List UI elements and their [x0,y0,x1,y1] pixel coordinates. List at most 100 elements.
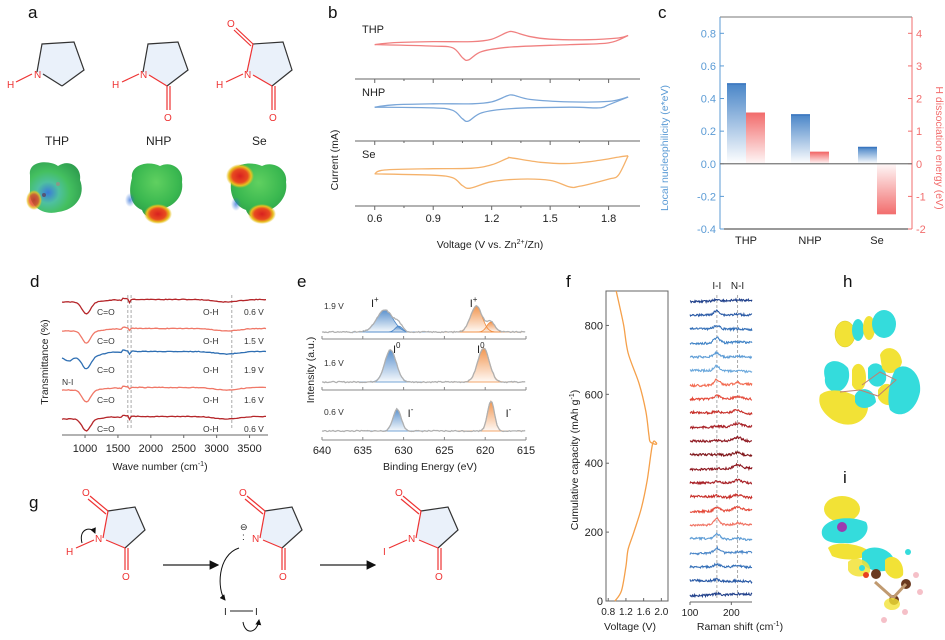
atom-h: H [66,547,73,558]
c-category-label: THP [735,235,757,247]
c-bar-h-dissociation-thp [746,113,765,164]
panel-label-a: a [28,3,38,22]
atom-n: N [244,70,251,81]
atom-o: O [122,572,130,583]
c-left-tick-label: 0.8 [701,28,716,40]
c-right-tick-label: 0 [916,159,922,171]
d-xlabel: Wave number (cm-1) [112,461,207,473]
f-raman-spectrum [689,450,753,458]
cv-curve-nhp-anodic [374,94,629,108]
f-raman-spectrum [689,505,753,515]
d-xtick-label: 3500 [237,443,261,455]
c-bar-nucleophilicity-thp [727,83,746,164]
atom-o-bottom: O [269,113,277,124]
e-species-label: I+ [371,295,379,310]
esp-map-nhp [125,163,183,224]
d-xtick-label: 3000 [204,443,228,455]
e-voltage-label: 0.6 V [324,407,344,417]
f-raman-spectrum [689,545,753,556]
e-xtick-label: 635 [354,445,372,457]
b-xtick-label: 1.5 [542,213,557,225]
panel-h-charge-density [819,310,921,425]
negative-charge: ⊖ [240,522,248,532]
molecule-label-se: Se [252,134,267,148]
e-fit-peak [443,305,508,333]
c-right-tick-label: 4 [916,28,922,40]
intermediate-anion: O O N : ⊖ I I [219,488,303,632]
b-xtick-label: 1.2 [484,213,499,225]
f-raman-spectrum [689,516,753,527]
b-series-label-thp: THP [362,24,384,36]
d-xtick-label: 1000 [73,443,97,455]
c-bar-nucleophilicity-nhp [791,114,810,164]
molecule-label-thp: THP [45,134,69,148]
f-right-xlabel: Raman shift (cm-1) [697,621,783,633]
e-data-envelope [322,347,526,384]
panel-b-cv-chart: 0.6 0.9 1.2 1.5 1.8 Current (mA) Voltage (V … [329,24,640,251]
d-voltage-label: 1.5 V [244,336,264,346]
d-xtick-label: 2500 [171,443,195,455]
f-raman-spectrum [689,324,753,332]
atom-o: O [164,113,172,124]
f-raman-spectrum [689,350,753,360]
d-peak-label-oh: O-H [203,336,219,346]
e-xtick-label: 615 [517,445,535,457]
atom-n: N [34,70,41,81]
lone-pair: : [242,532,245,543]
curved-arrow-icon [219,547,240,601]
product-n-iodosuccinimide: O O N I [383,488,459,583]
f-raman-spectrum [689,478,753,486]
atom-n: N [140,70,147,81]
molecule-nhp: O N H NHP [112,41,189,148]
d-voltage-label: 1.9 V [244,365,264,375]
e-species-label: I0 [477,341,485,356]
panel-c-bar-chart: 0.8 0.6 0.4 0.2 0.0 -0.2 -0.4 4 3 2 1 0 -1 -2 THP NHP Se… [659,16,945,247]
f-raman-spectrum [689,577,753,585]
e-xtick-label: 630 [394,445,412,457]
b-xtick-label: 1.8 [601,213,616,225]
d-peak-label-co: C=O [97,336,115,346]
panel-i-charge-density [821,496,923,623]
f-xtick-label: 0.8 [601,607,615,618]
atom-i: I [383,547,386,558]
c-bar-h-dissociation-nhp [810,152,829,164]
e-fit-peak [364,408,429,432]
e-voltage-label: 1.6 V [324,358,344,368]
atom-n: N [95,534,102,545]
f-raman-spectrum [689,364,753,374]
e-data-envelope [321,304,526,334]
panel-a: N H THP O N H NHP O [7,19,293,224]
e-xtick-label: 625 [435,445,453,457]
e-fit-peak [357,349,422,383]
f-left-frame [605,290,669,602]
d-voltage-label: 0.6 V [244,424,264,434]
c-right-tick-label: -2 [916,224,926,236]
e-species-label: I0 [393,341,401,356]
b-series-label-se: Se [362,149,375,161]
panel-label-c: c [658,3,667,22]
c-left-tick-label: -0.2 [697,191,716,203]
panel-label-f: f [566,272,571,291]
panel-label-g: g [29,493,38,512]
e-ylabel: Intensity (a.u.) [305,337,317,404]
c-right-tick-label: 3 [916,61,922,73]
reactant-succinimide: O O N H [66,488,146,583]
f-voltage-capacity-curve [614,290,658,602]
atom-o: O [435,572,443,583]
atom-i: I [224,607,227,618]
f-raman-spectrum [689,562,753,570]
c-left-tick-label: 0.0 [701,159,716,171]
f-raman-spectrum [689,435,752,444]
c-right-tick-label: -1 [916,191,926,203]
esp-map-se [226,163,287,224]
cv-curve-se-anodic [374,155,629,175]
d-spectrum-19V [61,349,267,370]
e-voltage-label: 1.9 V [324,301,344,311]
d-ylabel: Transmittance (%) [39,319,51,404]
d-xtick-label: 1500 [106,443,130,455]
d-spectrum-06V [61,297,267,315]
b-ylabel: Current (mA) [329,130,341,191]
f-raman-xtick-label: 100 [682,608,699,619]
panel-f-charts: 0 200 400 600 800 0.8 1.2 1.6 2.0 I-I N-I 100 200 C… [569,281,783,633]
f-raman-spectrum [689,378,753,388]
